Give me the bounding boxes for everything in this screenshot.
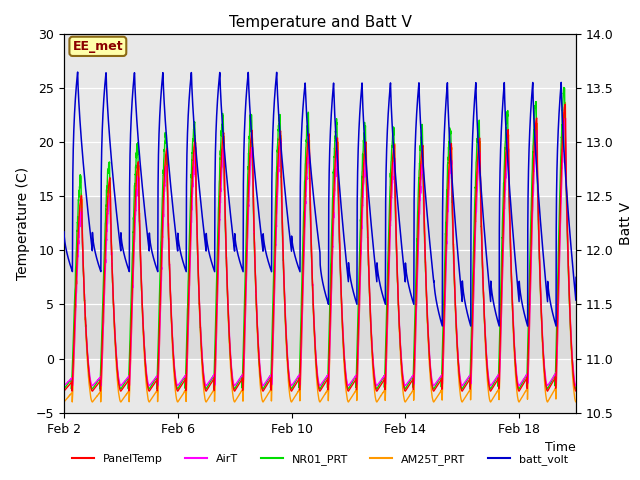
Title: Temperature and Batt V: Temperature and Batt V: [228, 15, 412, 30]
Y-axis label: Temperature (C): Temperature (C): [16, 167, 30, 280]
Y-axis label: Batt V: Batt V: [619, 202, 633, 245]
Bar: [64, 196, 576, 359]
Legend: PanelTemp, AirT, NR01_PRT, AM25T_PRT, batt_volt: PanelTemp, AirT, NR01_PRT, AM25T_PRT, ba…: [68, 450, 572, 469]
Text: EE_met: EE_met: [72, 40, 123, 53]
X-axis label: Time: Time: [545, 441, 576, 454]
